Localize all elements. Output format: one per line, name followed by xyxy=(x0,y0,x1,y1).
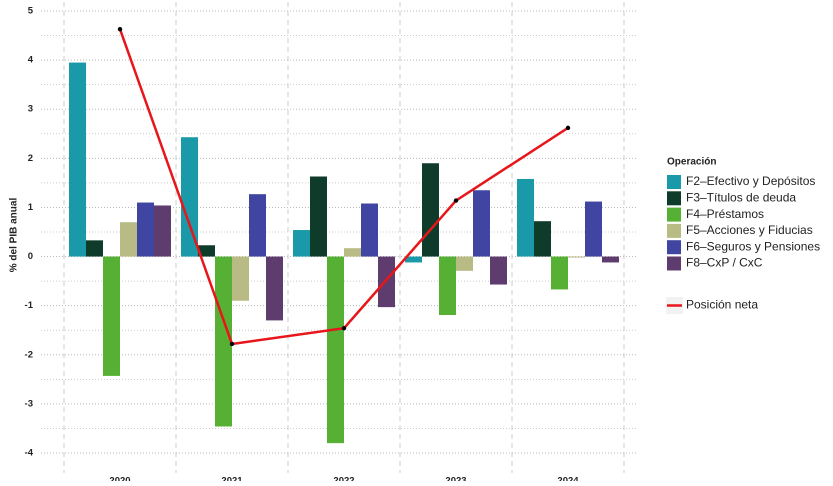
y-tick-label: 4 xyxy=(28,55,34,66)
legend-swatch xyxy=(667,207,681,222)
bar xyxy=(120,222,137,257)
bar xyxy=(103,256,120,376)
line-point xyxy=(117,26,123,32)
legend-swatch xyxy=(667,175,681,189)
legend-title: Operación xyxy=(667,157,716,168)
legend-label: F8–CxP / CxC xyxy=(686,256,763,270)
y-tick-label: 3 xyxy=(28,104,33,115)
legend-swatch xyxy=(667,223,681,238)
line-point xyxy=(565,125,571,131)
bar xyxy=(490,256,507,285)
bar xyxy=(439,256,456,315)
bar xyxy=(266,256,283,321)
y-tick-label: -1 xyxy=(25,300,34,311)
line-point xyxy=(341,326,347,331)
legend-label: F6–Seguros y Pensiones xyxy=(686,239,820,253)
x-tick-label: 2022 xyxy=(333,475,354,481)
legend-label: Posición neta xyxy=(686,298,758,312)
bar xyxy=(585,201,602,257)
bar xyxy=(534,221,551,257)
bar xyxy=(422,163,439,257)
line-point xyxy=(453,198,459,203)
bar xyxy=(456,256,473,271)
bar xyxy=(327,256,344,444)
y-tick-label: 0 xyxy=(28,251,33,262)
bar xyxy=(378,256,395,308)
bar xyxy=(154,205,171,257)
x-tick-label: 2020 xyxy=(109,475,130,481)
bar xyxy=(473,190,490,257)
y-tick-label: -3 xyxy=(25,398,33,409)
legend-label: F3–Títulos de deuda xyxy=(686,190,796,204)
legend-swatch xyxy=(667,256,681,271)
y-tick-label: -4 xyxy=(25,448,34,459)
y-tick-label: -2 xyxy=(25,349,33,360)
legend-label: F5–Acciones y Fiducias xyxy=(686,223,813,237)
bar xyxy=(181,137,198,257)
bar xyxy=(405,256,422,263)
legend-swatch xyxy=(667,191,681,206)
bar xyxy=(215,256,232,427)
y-tick-label: 5 xyxy=(28,6,34,17)
bar xyxy=(602,256,619,263)
bar xyxy=(86,240,103,257)
x-tick-label: 2023 xyxy=(445,475,466,481)
bar xyxy=(361,203,378,257)
bar xyxy=(551,256,568,290)
bar xyxy=(198,245,215,257)
x-tick-label: 2021 xyxy=(221,475,243,481)
bar xyxy=(249,194,266,257)
line-point xyxy=(229,341,235,347)
bar xyxy=(517,178,534,257)
legend-label: F4–Préstamos xyxy=(686,207,764,221)
bar xyxy=(344,248,361,257)
legend-swatch xyxy=(667,240,681,255)
bar xyxy=(310,176,327,257)
bar xyxy=(293,230,310,257)
legend-label: F2–Efectivo y Depósitos xyxy=(686,174,815,188)
x-tick-label: 2024 xyxy=(557,475,579,481)
bar xyxy=(69,62,86,257)
bar xyxy=(568,256,585,258)
y-tick-label: 1 xyxy=(28,202,34,213)
y-axis-label: % del PIB anual xyxy=(9,198,20,273)
bar xyxy=(232,256,249,301)
bar xyxy=(137,202,154,257)
y-tick-label: 2 xyxy=(28,153,33,164)
